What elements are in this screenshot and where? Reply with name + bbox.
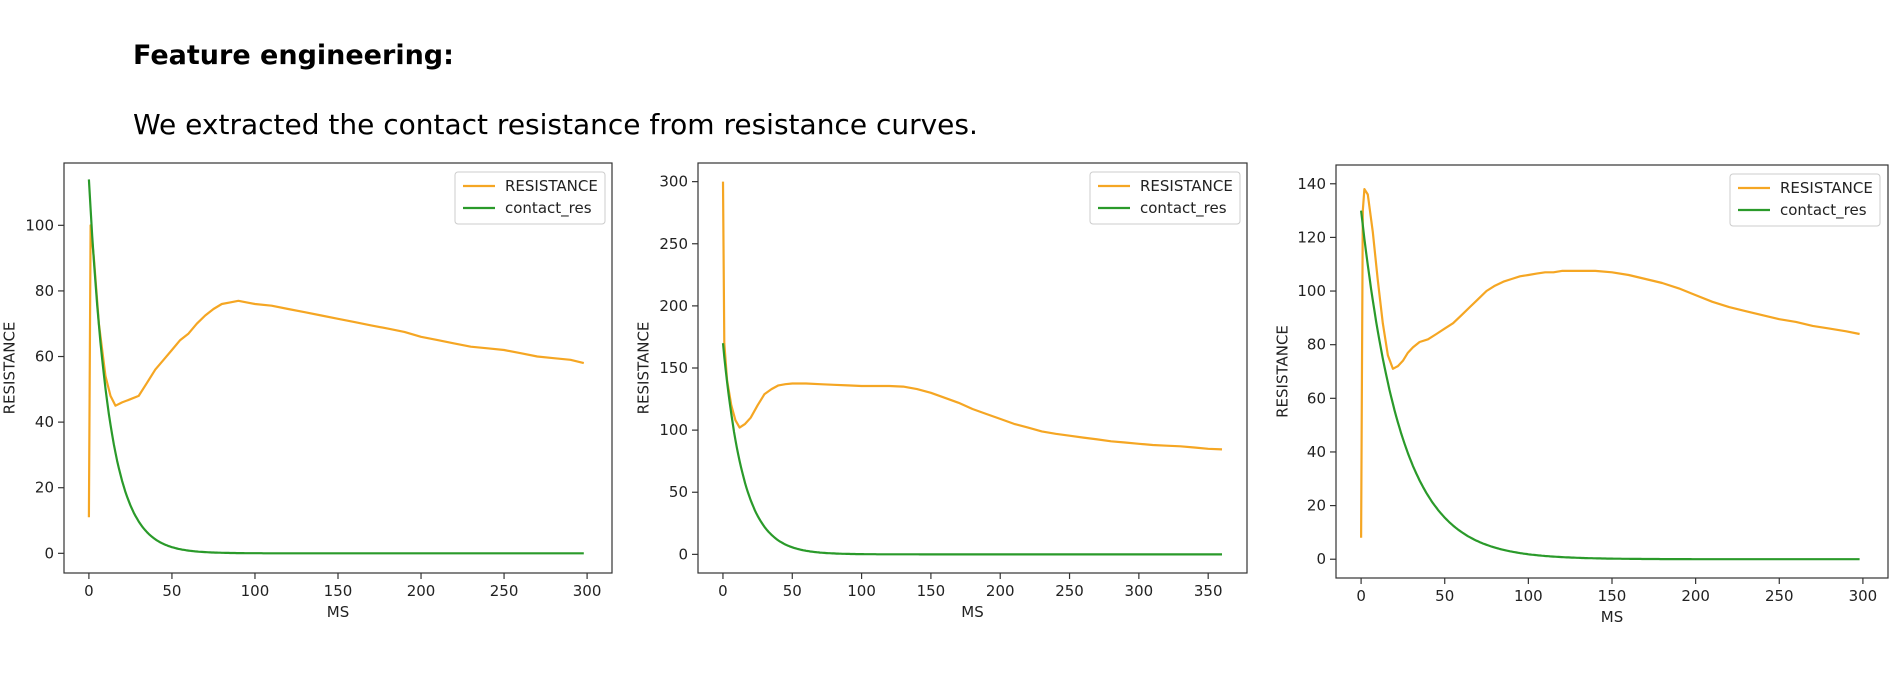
y-tick-label: 60 xyxy=(1307,389,1326,407)
legend-label: contact_res xyxy=(1140,199,1227,218)
series-line-resistance xyxy=(721,181,1223,451)
x-tick-label: 0 xyxy=(718,582,728,600)
y-tick-label: 20 xyxy=(35,479,54,497)
y-axis-label: RESISTANCE xyxy=(1,322,19,415)
x-tick-label: 250 xyxy=(490,582,519,600)
y-tick-label: 300 xyxy=(659,173,688,191)
x-tick-label: 350 xyxy=(1194,582,1223,600)
y-tick-label: 80 xyxy=(1307,336,1326,354)
x-tick-label: 50 xyxy=(783,582,802,600)
y-tick-label: 40 xyxy=(1307,443,1326,461)
y-tick-label: 40 xyxy=(35,413,54,431)
y-axis-label: RESISTANCE xyxy=(1274,325,1292,418)
x-tick-label: 150 xyxy=(917,582,946,600)
series-line-resistance xyxy=(1360,188,1860,538)
legend-label: contact_res xyxy=(505,199,592,218)
y-axis-label: RESISTANCE xyxy=(635,322,653,415)
y-tick-label: 0 xyxy=(44,544,54,562)
x-tick-label: 150 xyxy=(324,582,353,600)
y-tick-label: 60 xyxy=(35,348,54,366)
y-tick-label: 100 xyxy=(25,216,54,234)
legend-label: contact_res xyxy=(1780,201,1867,220)
x-tick-label: 100 xyxy=(847,582,876,600)
x-tick-label: 0 xyxy=(84,582,94,600)
y-tick-label: 0 xyxy=(678,545,688,563)
legend-label: RESISTANCE xyxy=(505,177,598,195)
plot-frame xyxy=(1335,164,1889,579)
x-tick-label: 200 xyxy=(407,582,436,600)
x-tick-label: 200 xyxy=(986,582,1015,600)
x-tick-label: 50 xyxy=(1435,587,1454,605)
y-tick-label: 80 xyxy=(35,282,54,300)
y-tick-label: 140 xyxy=(1297,175,1326,193)
y-tick-label: 120 xyxy=(1297,228,1326,246)
x-axis-label: MS xyxy=(327,603,349,621)
series-line-contact-res xyxy=(721,343,1222,556)
y-tick-label: 100 xyxy=(1297,282,1326,300)
x-tick-label: 150 xyxy=(1598,587,1627,605)
y-tick-label: 150 xyxy=(659,359,688,377)
x-tick-label: 300 xyxy=(573,582,602,600)
legend-label: RESISTANCE xyxy=(1140,177,1233,195)
y-tick-label: 100 xyxy=(659,421,688,439)
section-description: We extracted the contact resistance from… xyxy=(133,108,978,141)
x-tick-label: 300 xyxy=(1125,582,1154,600)
legend-label: RESISTANCE xyxy=(1780,179,1873,197)
y-tick-label: 250 xyxy=(659,235,688,253)
series-line-contact-res xyxy=(1360,210,1860,561)
series-line-contact-res xyxy=(87,179,584,555)
x-tick-label: 100 xyxy=(1514,587,1543,605)
x-axis-label: MS xyxy=(961,603,983,621)
x-tick-label: 300 xyxy=(1849,587,1878,605)
section-heading: Feature engineering: xyxy=(133,40,454,71)
y-tick-label: 20 xyxy=(1307,497,1326,515)
x-tick-label: 100 xyxy=(241,582,270,600)
x-tick-label: 50 xyxy=(162,582,181,600)
series-line-resistance xyxy=(87,224,585,518)
y-tick-label: 200 xyxy=(659,297,688,315)
x-tick-label: 250 xyxy=(1765,587,1794,605)
x-tick-label: 250 xyxy=(1055,582,1084,600)
x-tick-label: 200 xyxy=(1681,587,1710,605)
y-tick-label: 50 xyxy=(669,483,688,501)
x-axis-label: MS xyxy=(1601,608,1623,626)
y-tick-label: 0 xyxy=(1316,550,1326,568)
x-tick-label: 0 xyxy=(1356,587,1366,605)
